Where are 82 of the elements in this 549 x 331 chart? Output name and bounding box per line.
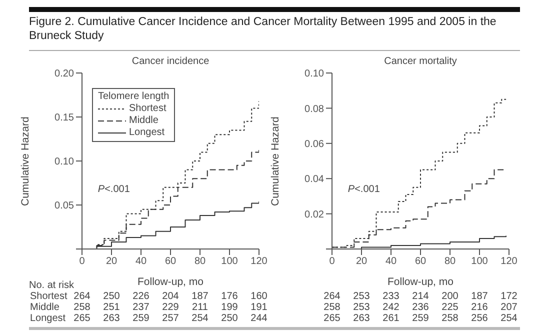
x-tick-label: 100 <box>471 256 488 268</box>
y-axis-title: Cumulative Hazard <box>20 116 32 206</box>
y-tick-label: 0.20 <box>54 68 74 80</box>
text: 160 <box>250 291 268 302</box>
x-tick-label: 80 <box>444 256 456 268</box>
text: 259 <box>132 313 150 324</box>
text: 191 <box>250 302 268 313</box>
legend-title: Telomere length <box>98 91 170 102</box>
x-axis-title: Follow-up, mo <box>388 276 454 288</box>
text: 258 <box>322 302 342 313</box>
text: 199 <box>220 302 239 313</box>
y-tick-label: 0.05 <box>54 200 74 212</box>
x-tick-label: 0 <box>79 256 86 268</box>
x-tick-label: 60 <box>414 256 426 268</box>
text: No. at risk <box>29 280 74 291</box>
text: 233 <box>382 291 400 302</box>
x-tick-label: 40 <box>385 256 397 268</box>
chart-subtitle: Cancer incidence <box>130 56 210 67</box>
x-tick-label: 120 <box>500 256 518 268</box>
annotation: P<.001 <box>98 184 130 195</box>
text: 242 <box>382 302 400 313</box>
text: 250 <box>220 313 239 324</box>
text: Longest <box>30 313 66 324</box>
legend-label: Longest <box>129 127 165 139</box>
y-tick-label: 0.10 <box>54 156 74 168</box>
text: 211 <box>191 302 209 313</box>
text: 258 <box>440 313 460 324</box>
text: 204 <box>161 291 180 302</box>
y-tick-label: 0.06 <box>304 138 324 150</box>
text: 250 <box>102 291 121 302</box>
y-tick-label: 0.08 <box>304 104 324 115</box>
text: 187 <box>470 291 489 302</box>
text: 216 <box>470 302 489 313</box>
text: 207 <box>500 302 518 313</box>
text: 200 <box>440 291 460 302</box>
text: 225 <box>440 302 460 313</box>
text: 251 <box>102 302 121 313</box>
text: 172 <box>500 291 518 302</box>
y-tick-label: 0.10 <box>304 68 324 80</box>
text: 258 <box>72 302 92 313</box>
text: 214 <box>411 291 430 302</box>
text: 187 <box>190 291 210 302</box>
text: 244 <box>250 313 268 324</box>
x-tick-label: 80 <box>194 256 206 268</box>
text: 237 <box>132 302 150 313</box>
text: 257 <box>161 313 180 324</box>
x-axis-title: Follow-up, mo <box>138 276 204 288</box>
text: 261 <box>382 313 400 324</box>
text: 229 <box>161 302 180 313</box>
text: 265 <box>322 313 342 324</box>
chart-title: Figure 2. Cumulative Cancer Incidence and Cancer Mortality Between 1995 and 2005 in the Bruneck Study <box>29 15 498 43</box>
text: 236 <box>411 302 430 313</box>
x-tick-label: 60 <box>164 256 176 268</box>
x-tick-label: 40 <box>135 256 147 268</box>
text: 253 <box>352 302 371 313</box>
text: 226 <box>132 291 150 302</box>
x-tick-label: 0 <box>329 256 336 268</box>
legend-label: Middle <box>129 115 158 127</box>
x-tick-label: 20 <box>106 256 118 268</box>
y-axis-title: Cumulative Hazard <box>270 116 282 206</box>
text: 254 <box>500 313 518 324</box>
x-tick-label: 20 <box>356 256 368 268</box>
chart-subtitle: Cancer mortality <box>383 56 458 67</box>
text: 254 <box>190 313 210 324</box>
text: Shortest <box>30 291 68 302</box>
text: 265 <box>72 313 92 324</box>
text: 263 <box>102 313 121 324</box>
text: 264 <box>72 291 92 302</box>
legend-label: Shortest <box>129 103 166 115</box>
text: 176 <box>220 291 239 302</box>
y-tick-label: 0.04 <box>304 174 324 186</box>
x-tick-label: 100 <box>221 256 238 268</box>
text: 253 <box>352 291 371 302</box>
annotation: P<.001 <box>348 184 380 195</box>
text: 256 <box>470 313 489 324</box>
text: Middle <box>30 302 60 313</box>
y-tick-label: 0.15 <box>54 112 74 124</box>
text: 263 <box>352 313 371 324</box>
x-tick-label: 120 <box>250 256 268 268</box>
text: 259 <box>411 313 430 324</box>
y-tick-label: 0.02 <box>304 209 324 220</box>
text: 264 <box>322 291 342 302</box>
